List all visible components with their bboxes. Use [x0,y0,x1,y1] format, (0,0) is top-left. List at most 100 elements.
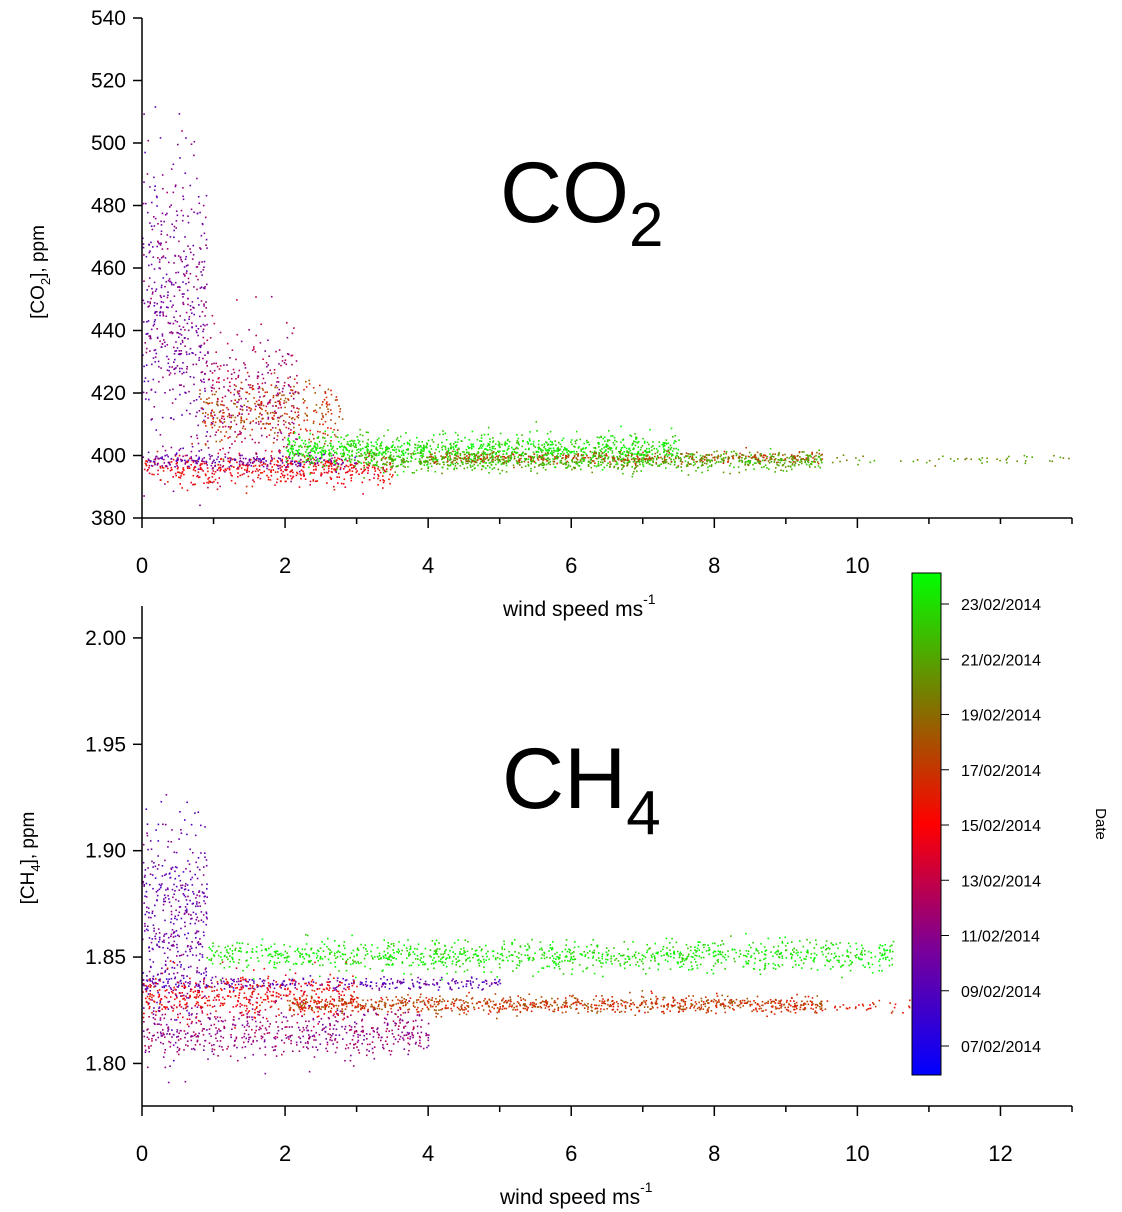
scatter-point [685,455,687,458]
scatter-point [252,388,255,390]
scatter-point [266,422,268,424]
scatter-point [240,381,243,384]
scatter-point [712,951,715,954]
scatter-point [881,970,883,972]
scatter-point [759,453,761,455]
scatter-point [167,936,170,939]
scatter-point [214,414,216,416]
scatter-point [753,468,755,470]
scatter-point [496,458,498,460]
scatter-point [792,457,795,459]
scatter-point [797,459,799,461]
scatter-point [644,460,647,463]
scatter-point [223,418,226,420]
scatter-point [166,1033,168,1035]
scatter-point [828,960,830,963]
scatter-point [190,947,193,950]
scatter-point [186,353,188,356]
scatter-point [480,434,483,437]
scatter-point [173,1059,175,1062]
scatter-point [591,460,594,462]
scatter-point [484,467,487,469]
scatter-point [153,305,156,307]
scatter-point [598,446,600,448]
scatter-point [498,451,500,453]
scatter-point [223,404,225,407]
scatter-point [329,462,332,464]
scatter-point [679,459,682,462]
scatter-point [156,302,158,305]
scatter-point [240,417,243,420]
scatter-point [190,481,192,484]
scatter-point [270,372,273,375]
scatter-point [288,434,290,437]
scatter-point [277,393,280,396]
scatter-point [541,444,543,446]
scatter-point [662,442,665,444]
scatter-point [306,446,308,448]
scatter-point [690,965,693,968]
scatter-point [547,443,550,446]
scatter-point [656,952,659,955]
scatter-point [167,894,169,897]
scatter-point [180,343,182,345]
scatter-point [640,460,642,463]
scatter-point [213,362,215,365]
scatter-point [331,431,334,433]
scatter-point [658,445,661,448]
scatter-point [653,447,655,450]
scatter-point [343,453,345,456]
scatter-point [321,449,323,452]
scatter-point [642,451,644,454]
scatter-point [650,464,653,466]
scatter-point [228,966,231,968]
scatter-point [180,475,182,477]
scatter-point [204,902,207,905]
scatter-point [428,456,431,458]
scatter-point [662,948,664,951]
scatter-point [551,443,553,446]
scatter-point [413,450,416,452]
scatter-point [182,871,185,873]
scatter-point [288,443,291,446]
scatter-point [158,1007,160,1009]
scatter-point [847,942,850,945]
scatter-point [230,373,233,375]
scatter-point [200,379,202,381]
scatter-point [375,453,378,455]
scatter-point [180,209,183,212]
scatter-point [470,445,473,448]
scatter-point [470,458,472,461]
scatter-point [474,454,476,456]
scatter-point [690,955,693,958]
scatter-point [435,448,437,451]
scatter-point [821,461,823,464]
scatter-point [364,451,366,454]
scatter-point [477,459,479,461]
scatter-point [365,462,367,464]
scatter-point [350,443,352,445]
scatter-point [359,433,362,436]
scatter-point [574,440,577,443]
scatter-point [321,455,323,457]
scatter-point [191,884,194,886]
scatter-point [255,296,257,298]
scatter-point [587,460,590,463]
scatter-point [201,371,204,373]
scatter-point [286,450,289,452]
scatter-point [363,466,365,469]
scatter-point [286,457,289,460]
scatter-point [199,463,202,465]
scatter-point [229,391,232,394]
scatter-point [573,452,576,455]
scatter-point [807,456,809,458]
scatter-point [288,433,290,435]
scatter-point [204,473,207,475]
scatter-point [398,450,401,453]
scatter-point [597,442,599,444]
scatter-point [717,454,720,457]
scatter-point [324,432,326,435]
scatter-point [210,957,213,960]
scatter-point [279,401,281,403]
